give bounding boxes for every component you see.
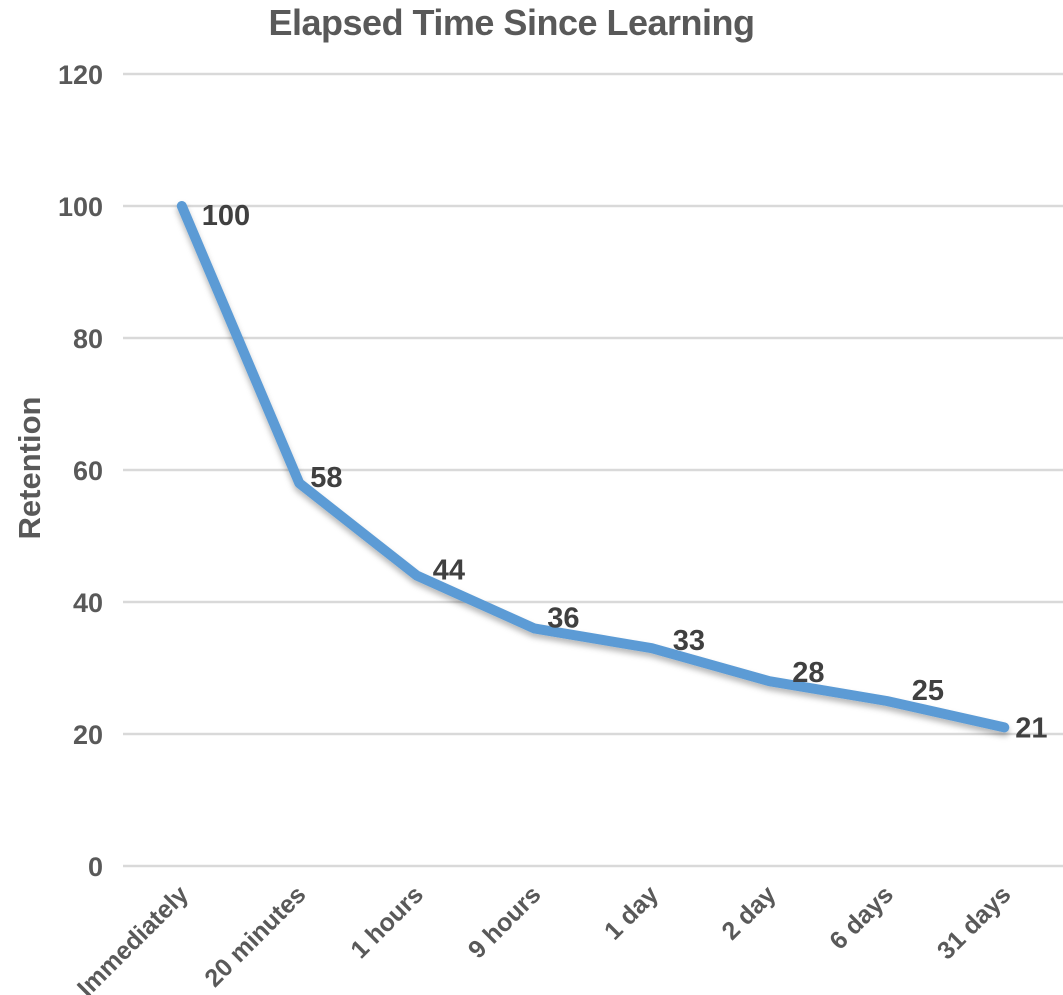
x-tick-2: 1 hours xyxy=(345,880,429,964)
y-tick-120: 120 xyxy=(58,60,103,90)
x-tick-3: 9 hours xyxy=(463,880,547,964)
data-label-5: 28 xyxy=(792,657,824,689)
retention-series xyxy=(176,201,1010,733)
data-label-7: 21 xyxy=(1015,712,1047,744)
retention-line xyxy=(176,201,1010,733)
data-label-2: 44 xyxy=(433,555,465,587)
y-tick-40: 40 xyxy=(73,588,103,618)
data-label-6: 25 xyxy=(912,675,944,707)
y-tick-100: 100 xyxy=(58,192,103,222)
x-tick-4: 1 day xyxy=(599,880,664,945)
data-label-3: 36 xyxy=(547,602,579,634)
data-label-0: 100 xyxy=(202,200,250,232)
data-label-4: 33 xyxy=(673,625,705,657)
y-tick-labels: 120 100 80 60 40 20 0 xyxy=(58,60,103,882)
x-tick-5: 2 day xyxy=(716,880,781,945)
x-tick-1: 20 minutes xyxy=(199,880,311,992)
x-tick-0: Immediately xyxy=(72,880,194,995)
y-tick-60: 60 xyxy=(73,456,103,486)
x-tick-6: 6 days xyxy=(824,880,899,955)
data-labels: 100 58 44 36 33 28 25 21 xyxy=(202,200,1048,744)
y-tick-80: 80 xyxy=(73,324,103,354)
x-tick-labels: Immediately 20 minutes 1 hours 9 hours 1 day… xyxy=(72,880,1016,995)
y-tick-20: 20 xyxy=(73,720,103,750)
data-label-1: 58 xyxy=(310,462,342,494)
x-tick-7: 31 days xyxy=(932,880,1017,965)
chart-title: Elapsed Time Since Learning xyxy=(268,2,756,43)
y-tick-0: 0 xyxy=(88,852,103,882)
gridlines xyxy=(123,72,1063,868)
